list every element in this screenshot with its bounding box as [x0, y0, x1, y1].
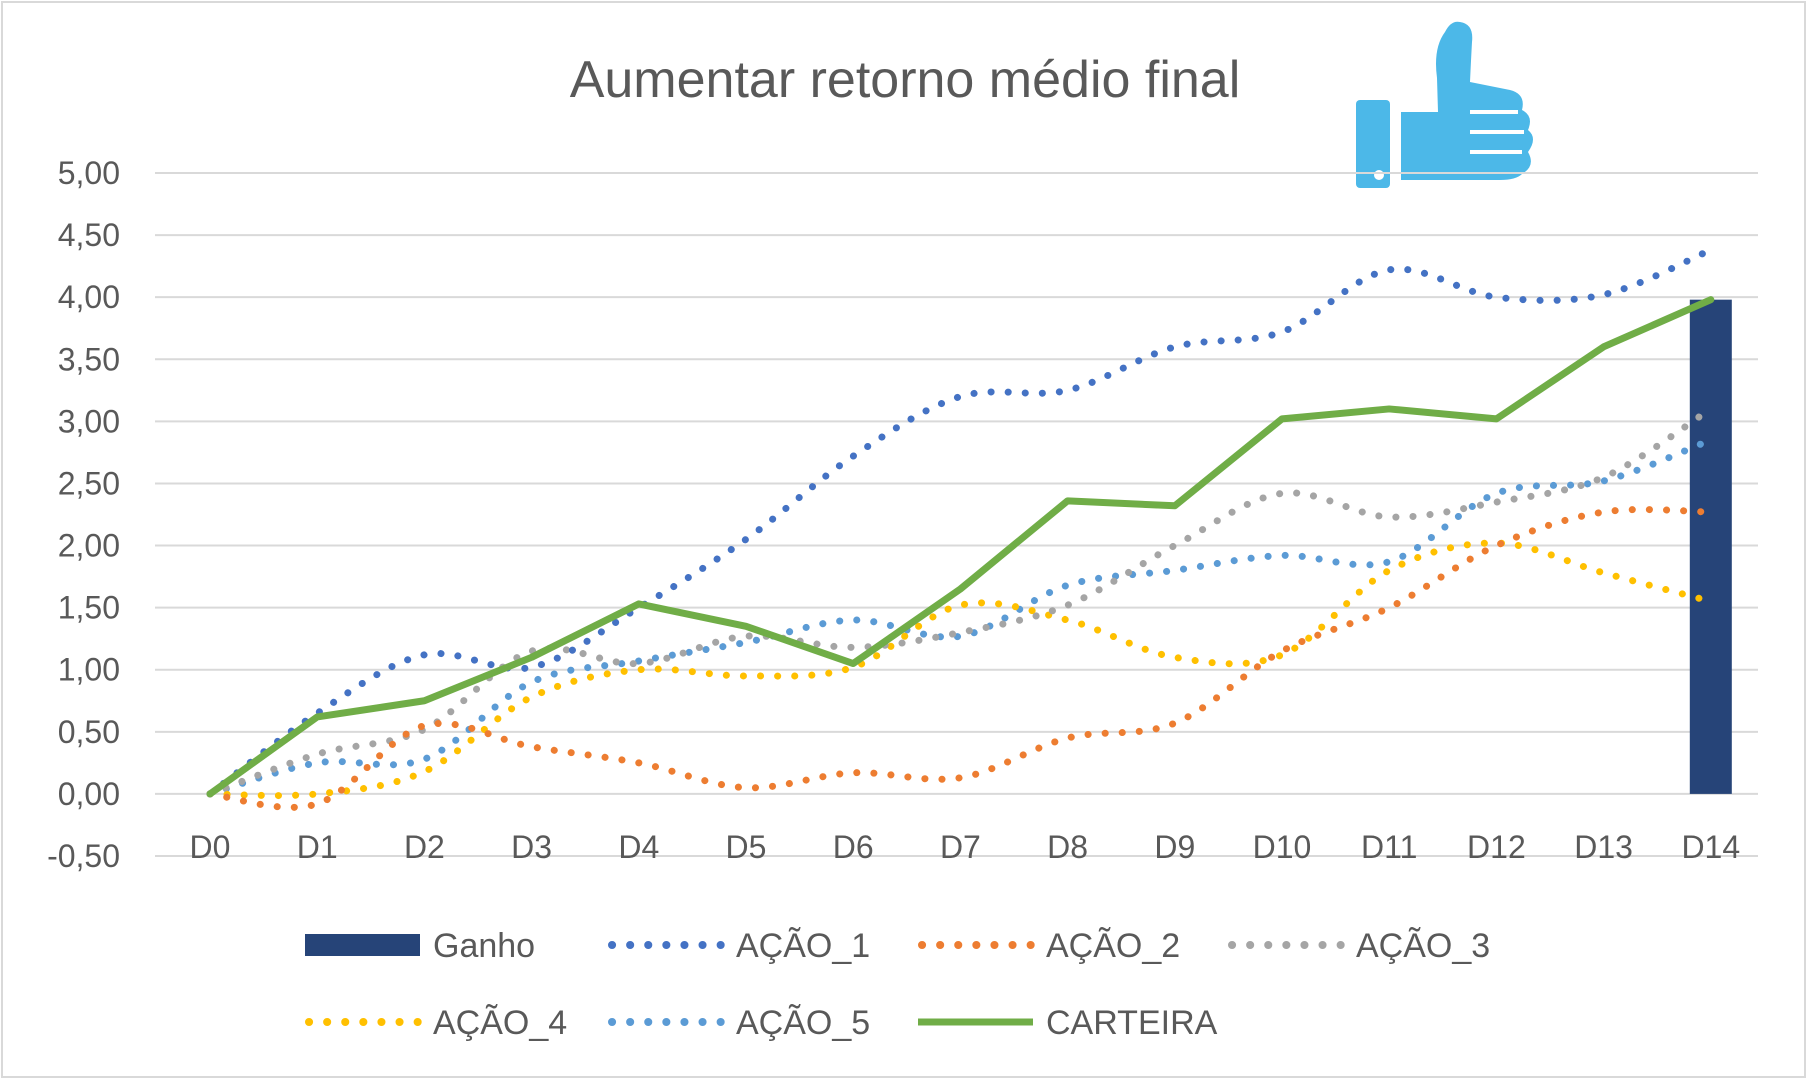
bar-series	[1689, 299, 1732, 794]
legend: Ganho AÇÃO_1 AÇÃO_2 AÇÃO_3 AÇÃO_4 AÇÃO_5 CARTE…	[305, 927, 1490, 1042]
x-tick-label: D11	[1361, 829, 1417, 865]
series-line-AÇÃO_5	[206, 436, 1715, 798]
legend-label: AÇÃO_4	[433, 1004, 567, 1042]
bar-ganho-D14	[1689, 299, 1732, 794]
legend-swatch	[305, 934, 420, 956]
legend-label: CARTEIRA	[1046, 1004, 1218, 1042]
legend-label: AÇÃO_2	[1046, 927, 1180, 965]
series-line-AÇÃO_2	[206, 506, 1715, 811]
y-tick-label: 0,50	[58, 714, 120, 750]
y-tick-label: 5,00	[58, 155, 120, 191]
y-tick-label: 2,50	[58, 465, 120, 501]
series-line-AÇÃO_1	[206, 246, 1715, 798]
y-tick-label: 3,50	[58, 341, 120, 377]
legend-label: Ganho	[433, 927, 535, 965]
x-tick-label: D14	[1681, 829, 1740, 865]
x-tick-label: D0	[190, 829, 231, 865]
y-tick-label: 0,00	[58, 776, 120, 812]
x-tick-label: D12	[1467, 829, 1526, 865]
series-line-CARTEIRA	[206, 296, 1715, 798]
legend-item-ganho: Ganho	[305, 927, 535, 965]
line-series	[206, 246, 1715, 811]
x-tick-label: D5	[726, 829, 767, 865]
y-tick-label: 4,00	[58, 279, 120, 315]
x-tick-label: D4	[618, 829, 659, 865]
x-tick-label: D1	[297, 829, 338, 865]
legend-item-acao5: AÇÃO_5	[608, 1004, 870, 1042]
y-tick-label: 3,00	[58, 403, 120, 439]
legend-label: AÇÃO_3	[1356, 927, 1490, 965]
legend-label: AÇÃO_5	[736, 1004, 870, 1042]
legend-label: AÇÃO_1	[736, 927, 870, 965]
legend-item-carteira: CARTEIRA	[918, 1004, 1218, 1042]
legend-item-acao3: AÇÃO_3	[1228, 927, 1490, 965]
y-tick-label: 1,00	[58, 652, 120, 688]
x-tick-label: D9	[1154, 829, 1195, 865]
x-tick-label: D7	[940, 829, 981, 865]
x-tick-label: D10	[1253, 829, 1312, 865]
gridlines	[155, 172, 1758, 857]
series-line-AÇÃO_4	[206, 539, 1715, 800]
legend-item-acao1: AÇÃO_1	[608, 927, 870, 965]
y-tick-label: 2,00	[58, 528, 120, 564]
y-tick-label: -0,50	[47, 838, 120, 874]
y-axis-ticks: -0,50 0,00 0,50 1,00 1,50 2,00 2,50 3,00 3,50 4,0…	[47, 155, 120, 874]
x-axis-ticks: D0 D1 D2 D3 D4 D5 D6 D7 D8 D9 D10 D11 D12 D13 D14	[190, 829, 1741, 865]
legend-item-acao4: AÇÃO_4	[305, 1004, 567, 1042]
y-tick-label: 1,50	[58, 590, 120, 626]
thumbs-up-icon	[1352, 21, 1533, 190]
x-tick-label: D3	[511, 829, 552, 865]
x-tick-label: D6	[833, 829, 874, 865]
series-line-AÇÃO_3	[206, 405, 1715, 798]
y-tick-label: 4,50	[58, 217, 120, 253]
chart-title: Aumentar retorno médio final	[570, 51, 1241, 109]
x-tick-label: D2	[404, 829, 445, 865]
x-tick-label: D8	[1047, 829, 1088, 865]
x-tick-label: D13	[1574, 829, 1633, 865]
legend-item-acao2: AÇÃO_2	[918, 927, 1180, 965]
